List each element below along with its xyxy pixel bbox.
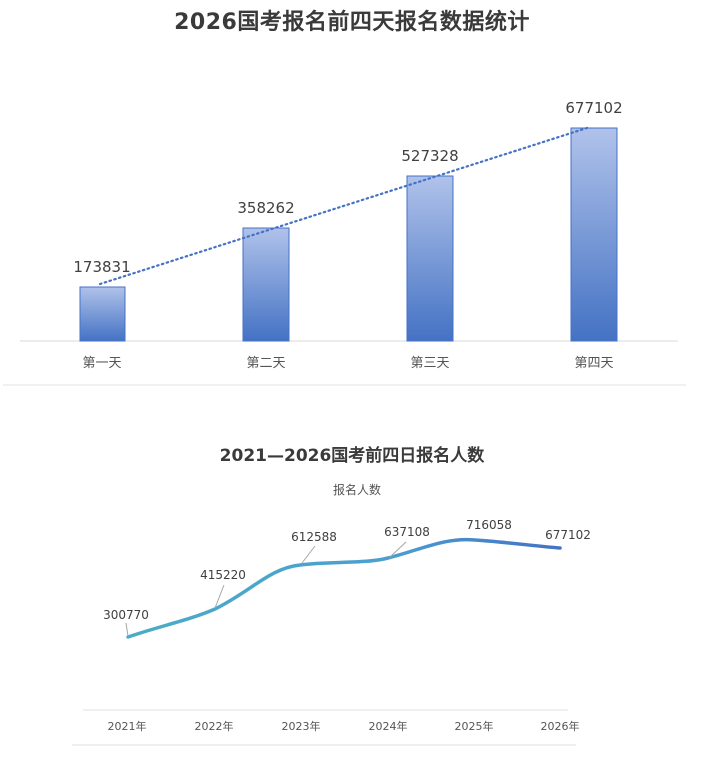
bar-value-day3: 527328 <box>401 147 458 165</box>
point-label-2022: 415220 <box>200 568 246 582</box>
bar-day3 <box>406 175 454 342</box>
category-label-day3: 第三天 <box>410 356 449 371</box>
bar-day2 <box>242 227 290 342</box>
bar-chart: 173831 358262 527328 677102 第一天 第二天 第三天 … <box>3 99 686 386</box>
x-label-2025: 2025年 <box>455 719 494 733</box>
line-chart-title: 2021—2026国考前四日报名人数 <box>219 446 485 466</box>
line-chart: 报名人数 300770 415220 612588 637108 716058 … <box>72 482 591 746</box>
point-label-2021: 300770 <box>103 608 149 622</box>
leader-line-2022 <box>214 584 225 609</box>
bar-day1 <box>79 286 126 342</box>
x-label-2026: 2026年 <box>541 719 580 733</box>
point-label-2024: 637108 <box>384 525 430 539</box>
point-label-2025: 716058 <box>466 518 512 532</box>
x-label-2022: 2022年 <box>195 719 234 733</box>
x-label-2021: 2021年 <box>108 719 147 733</box>
series-line-baoming <box>126 537 562 639</box>
point-label-2026: 677102 <box>545 528 591 542</box>
leader-line-2024 <box>389 541 407 558</box>
x-label-2024: 2024年 <box>369 719 408 733</box>
category-label-day4: 第四天 <box>574 356 613 371</box>
bar-value-day1: 173831 <box>73 258 130 276</box>
bar-chart-title: 2026国考报名前四天报名数据统计 <box>174 10 530 35</box>
bar-day4 <box>570 127 618 342</box>
trendline <box>98 125 592 286</box>
leader-line-2023 <box>301 545 316 564</box>
x-label-2023: 2023年 <box>282 719 321 733</box>
bar-value-day2: 358262 <box>237 199 294 217</box>
leader-line-2021 <box>125 622 129 637</box>
point-label-2023: 612588 <box>291 530 337 544</box>
category-label-day2: 第二天 <box>246 356 285 371</box>
bar-value-day4: 677102 <box>565 99 622 117</box>
category-label-day1: 第一天 <box>82 356 121 371</box>
legend-label: 报名人数 <box>333 482 381 497</box>
